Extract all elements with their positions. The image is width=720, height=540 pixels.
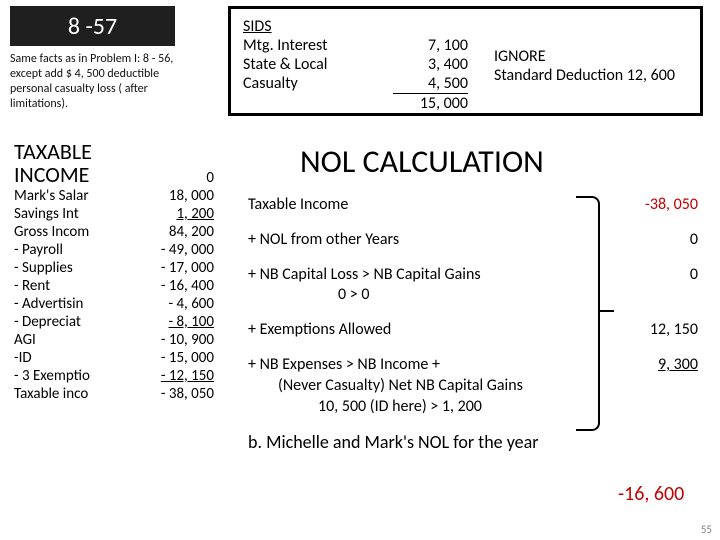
income-row-value: - 38, 050 — [161, 385, 214, 403]
income-row: Mark's Salar 18, 000 — [14, 187, 214, 205]
income-row-label: - Payroll — [14, 241, 63, 259]
income-row: Savings Int 1, 200 — [14, 205, 214, 223]
sids-l1: State & Local — [243, 55, 373, 74]
nol-l3: + Exemptions Allowed — [248, 320, 391, 341]
income-row: - Payroll - 49, 000 — [14, 241, 214, 259]
sids-box: SIDS Mtg. Interest State & Local Casualt… — [228, 6, 703, 116]
taxable-hdr-2: INCOME — [14, 163, 89, 186]
income-row-label: - Rent — [14, 277, 50, 295]
income-row-label: - Depreciat — [14, 313, 81, 331]
income-row: - Rent - 16, 400 — [14, 277, 214, 295]
nol-title: NOL CALCULATION — [300, 142, 544, 181]
problem-number: 8 -57 — [68, 12, 117, 41]
income-row: - Supplies - 17, 000 — [14, 259, 214, 277]
income-row-value: - 8, 100 — [168, 313, 214, 331]
income-row: Gross Incom 84, 200 — [14, 223, 214, 241]
nol-body: Taxable Income -38, 050 + NOL from other… — [248, 195, 698, 455]
nol-v1: 0 — [690, 230, 698, 251]
page-number: 55 — [701, 523, 712, 536]
sids-v2: 4, 500 — [393, 74, 468, 94]
income-row-value: 84, 200 — [169, 223, 214, 241]
income-row: - Advertisin - 4, 600 — [14, 295, 214, 313]
income-row-label: Savings Int — [14, 205, 79, 223]
income-row: - 3 Exemptio - 12, 150 — [14, 367, 214, 385]
nol-v2: 0 — [690, 265, 698, 286]
nol-result: -16, 600 — [618, 482, 684, 506]
income-row-value: - 15, 000 — [161, 349, 214, 367]
problem-number-box: 8 -57 — [10, 6, 175, 46]
sids-values: 7, 100 3, 400 4, 500 15, 000 — [393, 17, 468, 113]
nol-sub4a: (Never Casualty) Net NB Capital Gains — [248, 376, 698, 397]
sids-labels: SIDS Mtg. Interest State & Local Casualt… — [243, 17, 373, 93]
nol-v4: 9, 300 — [658, 355, 698, 376]
income-row-label: - Supplies — [14, 259, 73, 277]
nol-final-l: b. Michelle and Mark's NOL for the year — [248, 431, 538, 454]
sids-v0: 7, 100 — [393, 36, 468, 55]
income-row-value: 18, 000 — [169, 187, 214, 205]
sids-v1: 3, 400 — [393, 55, 468, 74]
nol-l1: + NOL from other Years — [248, 230, 399, 251]
income-row-label: AGI — [14, 331, 36, 349]
income-row-label: Gross Incom — [14, 223, 89, 241]
sids-right: IGNORE Standard Deduction 12, 600 — [494, 17, 675, 85]
nol-l2: + NB Capital Loss > NB Capital Gains — [248, 265, 481, 286]
income-row-value: - 4, 600 — [168, 295, 214, 313]
income-row-value: - 17, 000 — [161, 259, 214, 277]
taxable-income-panel: TAXABLE INCOME 0 Mark's Salar18, 000Savi… — [14, 140, 214, 403]
ignore-label: IGNORE — [494, 47, 675, 66]
income-row-value: - 12, 150 — [161, 367, 214, 385]
income-row: - Depreciat - 8, 100 — [14, 313, 214, 331]
income-row-value: - 49, 000 — [161, 241, 214, 259]
income-row-label: Taxable inco — [14, 385, 88, 403]
bracket-tick — [600, 310, 614, 312]
income-row-label: - Advertisin — [14, 295, 83, 313]
std-deduction: Standard Deduction 12, 600 — [494, 66, 675, 85]
income-row-value: - 16, 400 — [161, 277, 214, 295]
nol-sub4b: 10, 500 (ID here) > 1, 200 — [248, 397, 698, 418]
income-row-label: - 3 Exemptio — [14, 367, 90, 385]
income-row: -ID - 15, 000 — [14, 349, 214, 367]
sids-v3: 15, 000 — [393, 94, 468, 113]
income-row-label: -ID — [14, 349, 32, 367]
income-row-value: - 10, 900 — [161, 331, 214, 349]
taxable-top-zero: 0 — [206, 169, 214, 187]
nol-l0: Taxable Income — [248, 195, 348, 216]
income-row: AGI - 10, 900 — [14, 331, 214, 349]
income-row-label: Mark's Salar — [14, 187, 89, 205]
income-row-value: 1, 200 — [176, 205, 214, 223]
bracket-icon — [576, 196, 600, 431]
nol-v3: 12, 150 — [650, 320, 698, 341]
problem-subtext: Same facts as in Problem I: 8 - 56, exce… — [10, 52, 185, 112]
nol-sub2: 0 > 0 — [248, 285, 698, 306]
sids-l2: Casualty — [243, 74, 373, 93]
sids-l0: Mtg. Interest — [243, 36, 373, 55]
income-row: Taxable inco - 38, 050 — [14, 385, 214, 403]
sids-title: SIDS — [243, 17, 373, 36]
nol-v0: -38, 050 — [645, 195, 698, 216]
nol-l4: + NB Expenses > NB Income + — [248, 355, 440, 376]
taxable-hdr-1: TAXABLE — [14, 140, 214, 163]
